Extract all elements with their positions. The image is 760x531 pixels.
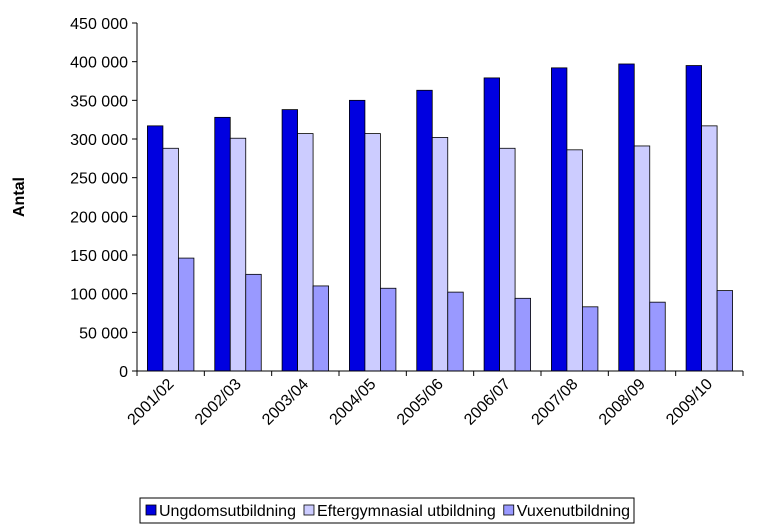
bar [582,306,599,372]
y-axis-label: Antal [11,177,28,217]
bar [364,133,381,372]
bar [566,149,583,372]
x-tick-label: 2001/02 [125,376,178,429]
legend-label: Vuxenutbildning [517,503,630,520]
bar [514,297,531,372]
bar [447,291,464,372]
bar [716,290,733,372]
bar [499,147,516,372]
bar [281,109,298,372]
legend-swatch [503,504,515,516]
legend-label: Ungdomsutbildning [159,503,296,520]
bar [649,301,666,372]
y-tick-label: 0 [119,364,128,381]
legend-label: Eftergymnasial utbildning [317,503,496,520]
bar [416,89,433,372]
x-tick-label: 2003/04 [259,376,312,429]
bar [483,77,500,372]
bar [633,145,651,372]
y-tick-label: 100 000 [70,287,128,304]
legend-swatch [145,504,157,516]
bar [431,137,449,372]
bar [229,137,247,372]
bar [685,65,702,372]
y-tick-label: 200 000 [70,209,128,226]
x-tick-label: 2004/05 [327,376,380,429]
y-tick-label: 450 000 [70,16,128,33]
y-tick-label: 250 000 [70,171,128,188]
x-tick-label: 2002/03 [192,376,245,429]
x-tick-label: 2007/08 [529,376,582,429]
bar [297,133,314,372]
bar [147,125,164,372]
x-tick-label: 2008/09 [596,376,649,429]
y-tick-label: 400 000 [70,55,128,72]
legend-swatch [303,504,315,516]
bar [380,287,397,372]
bar [349,99,366,372]
y-tick-label: 350 000 [70,93,128,110]
bar [312,285,329,372]
bar [178,257,195,372]
bar [214,116,231,372]
bar [618,63,635,372]
bar [162,147,179,372]
y-tick-label: 50 000 [79,325,128,342]
y-tick-label: 150 000 [70,248,128,265]
bar [551,67,568,372]
x-tick-label: 2009/10 [663,376,716,429]
legend-box [139,497,635,524]
x-tick-label: 2006/07 [461,376,514,429]
y-tick-label: 300 000 [70,132,128,149]
bar [245,273,262,372]
x-tick-label: 2005/06 [394,376,447,429]
bar [701,125,718,372]
